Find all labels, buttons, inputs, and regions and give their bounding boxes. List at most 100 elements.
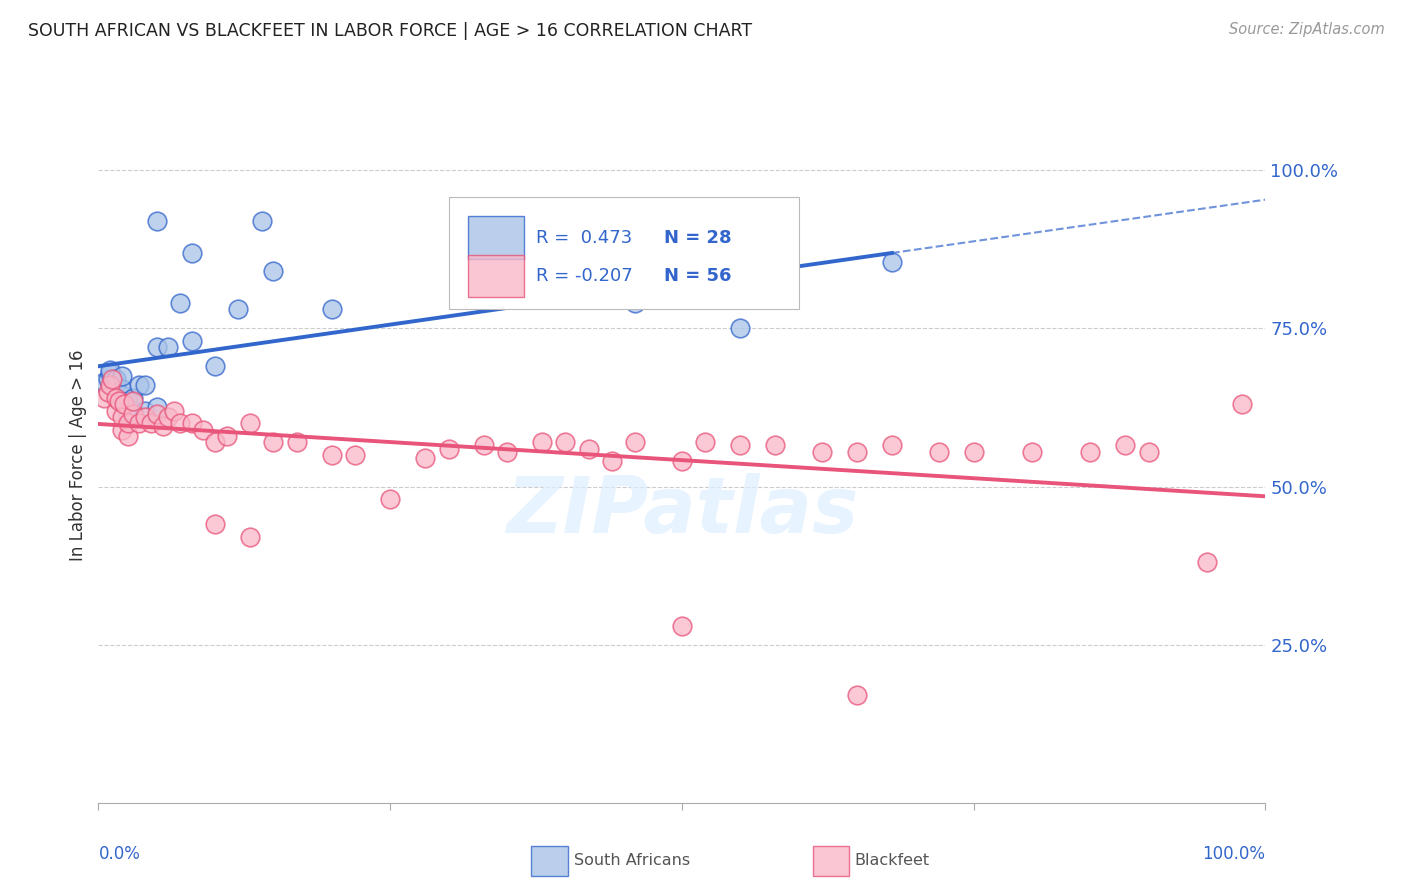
Point (157, 409, 180, 424)
Point (204, 359, 226, 374)
Point (117, 407, 139, 421)
Point (180, 417, 202, 431)
Point (554, 435, 576, 450)
Text: N = 28: N = 28 (665, 229, 733, 247)
Point (600, 454, 623, 468)
Point (880, 255, 903, 269)
Point (134, 403, 156, 417)
Point (97, 372, 120, 386)
Point (215, 429, 238, 443)
Point (134, 378, 156, 392)
Point (180, 334, 202, 348)
Point (344, 448, 367, 462)
Point (1137, 444, 1160, 458)
Point (180, 245, 202, 260)
Point (228, 302, 250, 317)
Point (671, 618, 693, 632)
Point (193, 423, 215, 437)
Text: Source: ZipAtlas.com: Source: ZipAtlas.com (1229, 22, 1385, 37)
Point (285, 435, 308, 450)
Point (204, 517, 226, 532)
Point (578, 442, 600, 456)
Point (262, 264, 284, 278)
FancyBboxPatch shape (468, 216, 524, 259)
FancyBboxPatch shape (468, 254, 524, 297)
Point (845, 444, 868, 458)
Text: South Africans: South Africans (574, 854, 690, 868)
Point (845, 688, 868, 702)
Text: 0.0%: 0.0% (98, 845, 141, 863)
Point (122, 394, 145, 409)
Point (128, 378, 150, 392)
Point (111, 388, 134, 402)
Point (1080, 444, 1102, 458)
Point (101, 372, 124, 386)
Y-axis label: In Labor Force | Age > 16: In Labor Force | Age > 16 (69, 349, 87, 561)
Point (139, 417, 162, 431)
Point (239, 417, 262, 431)
FancyBboxPatch shape (449, 197, 799, 309)
Point (111, 368, 134, 383)
Point (763, 438, 786, 452)
Point (730, 438, 752, 452)
Point (928, 444, 950, 458)
Point (98, 366, 121, 380)
Point (146, 340, 169, 354)
Point (93, 375, 115, 389)
Point (146, 214, 169, 228)
Point (111, 409, 134, 424)
Point (880, 438, 903, 452)
Point (157, 340, 180, 354)
Point (98, 362, 121, 376)
Point (169, 417, 191, 431)
Point (112, 397, 135, 411)
Point (321, 448, 343, 462)
Point (117, 394, 139, 409)
Point (152, 419, 174, 434)
Point (134, 409, 156, 424)
Point (239, 530, 262, 544)
Point (111, 423, 134, 437)
Point (695, 435, 717, 450)
Point (811, 444, 834, 458)
Point (117, 417, 139, 431)
Point (250, 214, 273, 228)
Point (163, 403, 186, 417)
Text: ZIPatlas: ZIPatlas (506, 473, 858, 549)
Point (146, 401, 169, 415)
Point (1230, 397, 1253, 411)
Point (104, 403, 127, 417)
Point (122, 391, 145, 405)
Point (108, 394, 131, 409)
Point (169, 296, 191, 310)
Text: SOUTH AFRICAN VS BLACKFEET IN LABOR FORCE | AGE > 16 CORRELATION CHART: SOUTH AFRICAN VS BLACKFEET IN LABOR FORC… (28, 22, 752, 40)
Point (1195, 556, 1218, 570)
Point (122, 407, 145, 421)
Point (413, 451, 436, 466)
Text: N = 56: N = 56 (665, 267, 733, 285)
Point (321, 302, 343, 317)
Point (495, 444, 517, 458)
Text: Blackfeet: Blackfeet (855, 854, 929, 868)
Point (262, 435, 284, 450)
Point (624, 296, 647, 310)
Point (204, 435, 226, 450)
Point (122, 403, 145, 417)
Point (117, 429, 139, 443)
Text: R = -0.207: R = -0.207 (536, 267, 633, 285)
Point (146, 407, 169, 421)
Point (98, 378, 121, 392)
Text: 100.0%: 100.0% (1202, 845, 1265, 863)
Point (104, 391, 127, 405)
Point (128, 417, 150, 431)
Point (472, 438, 495, 452)
Point (1021, 444, 1043, 458)
Point (1114, 438, 1136, 452)
Point (104, 378, 127, 392)
Text: R =  0.473: R = 0.473 (536, 229, 633, 247)
Point (378, 492, 402, 507)
Point (104, 372, 127, 386)
Point (437, 442, 460, 456)
Point (624, 435, 647, 450)
Point (530, 435, 553, 450)
